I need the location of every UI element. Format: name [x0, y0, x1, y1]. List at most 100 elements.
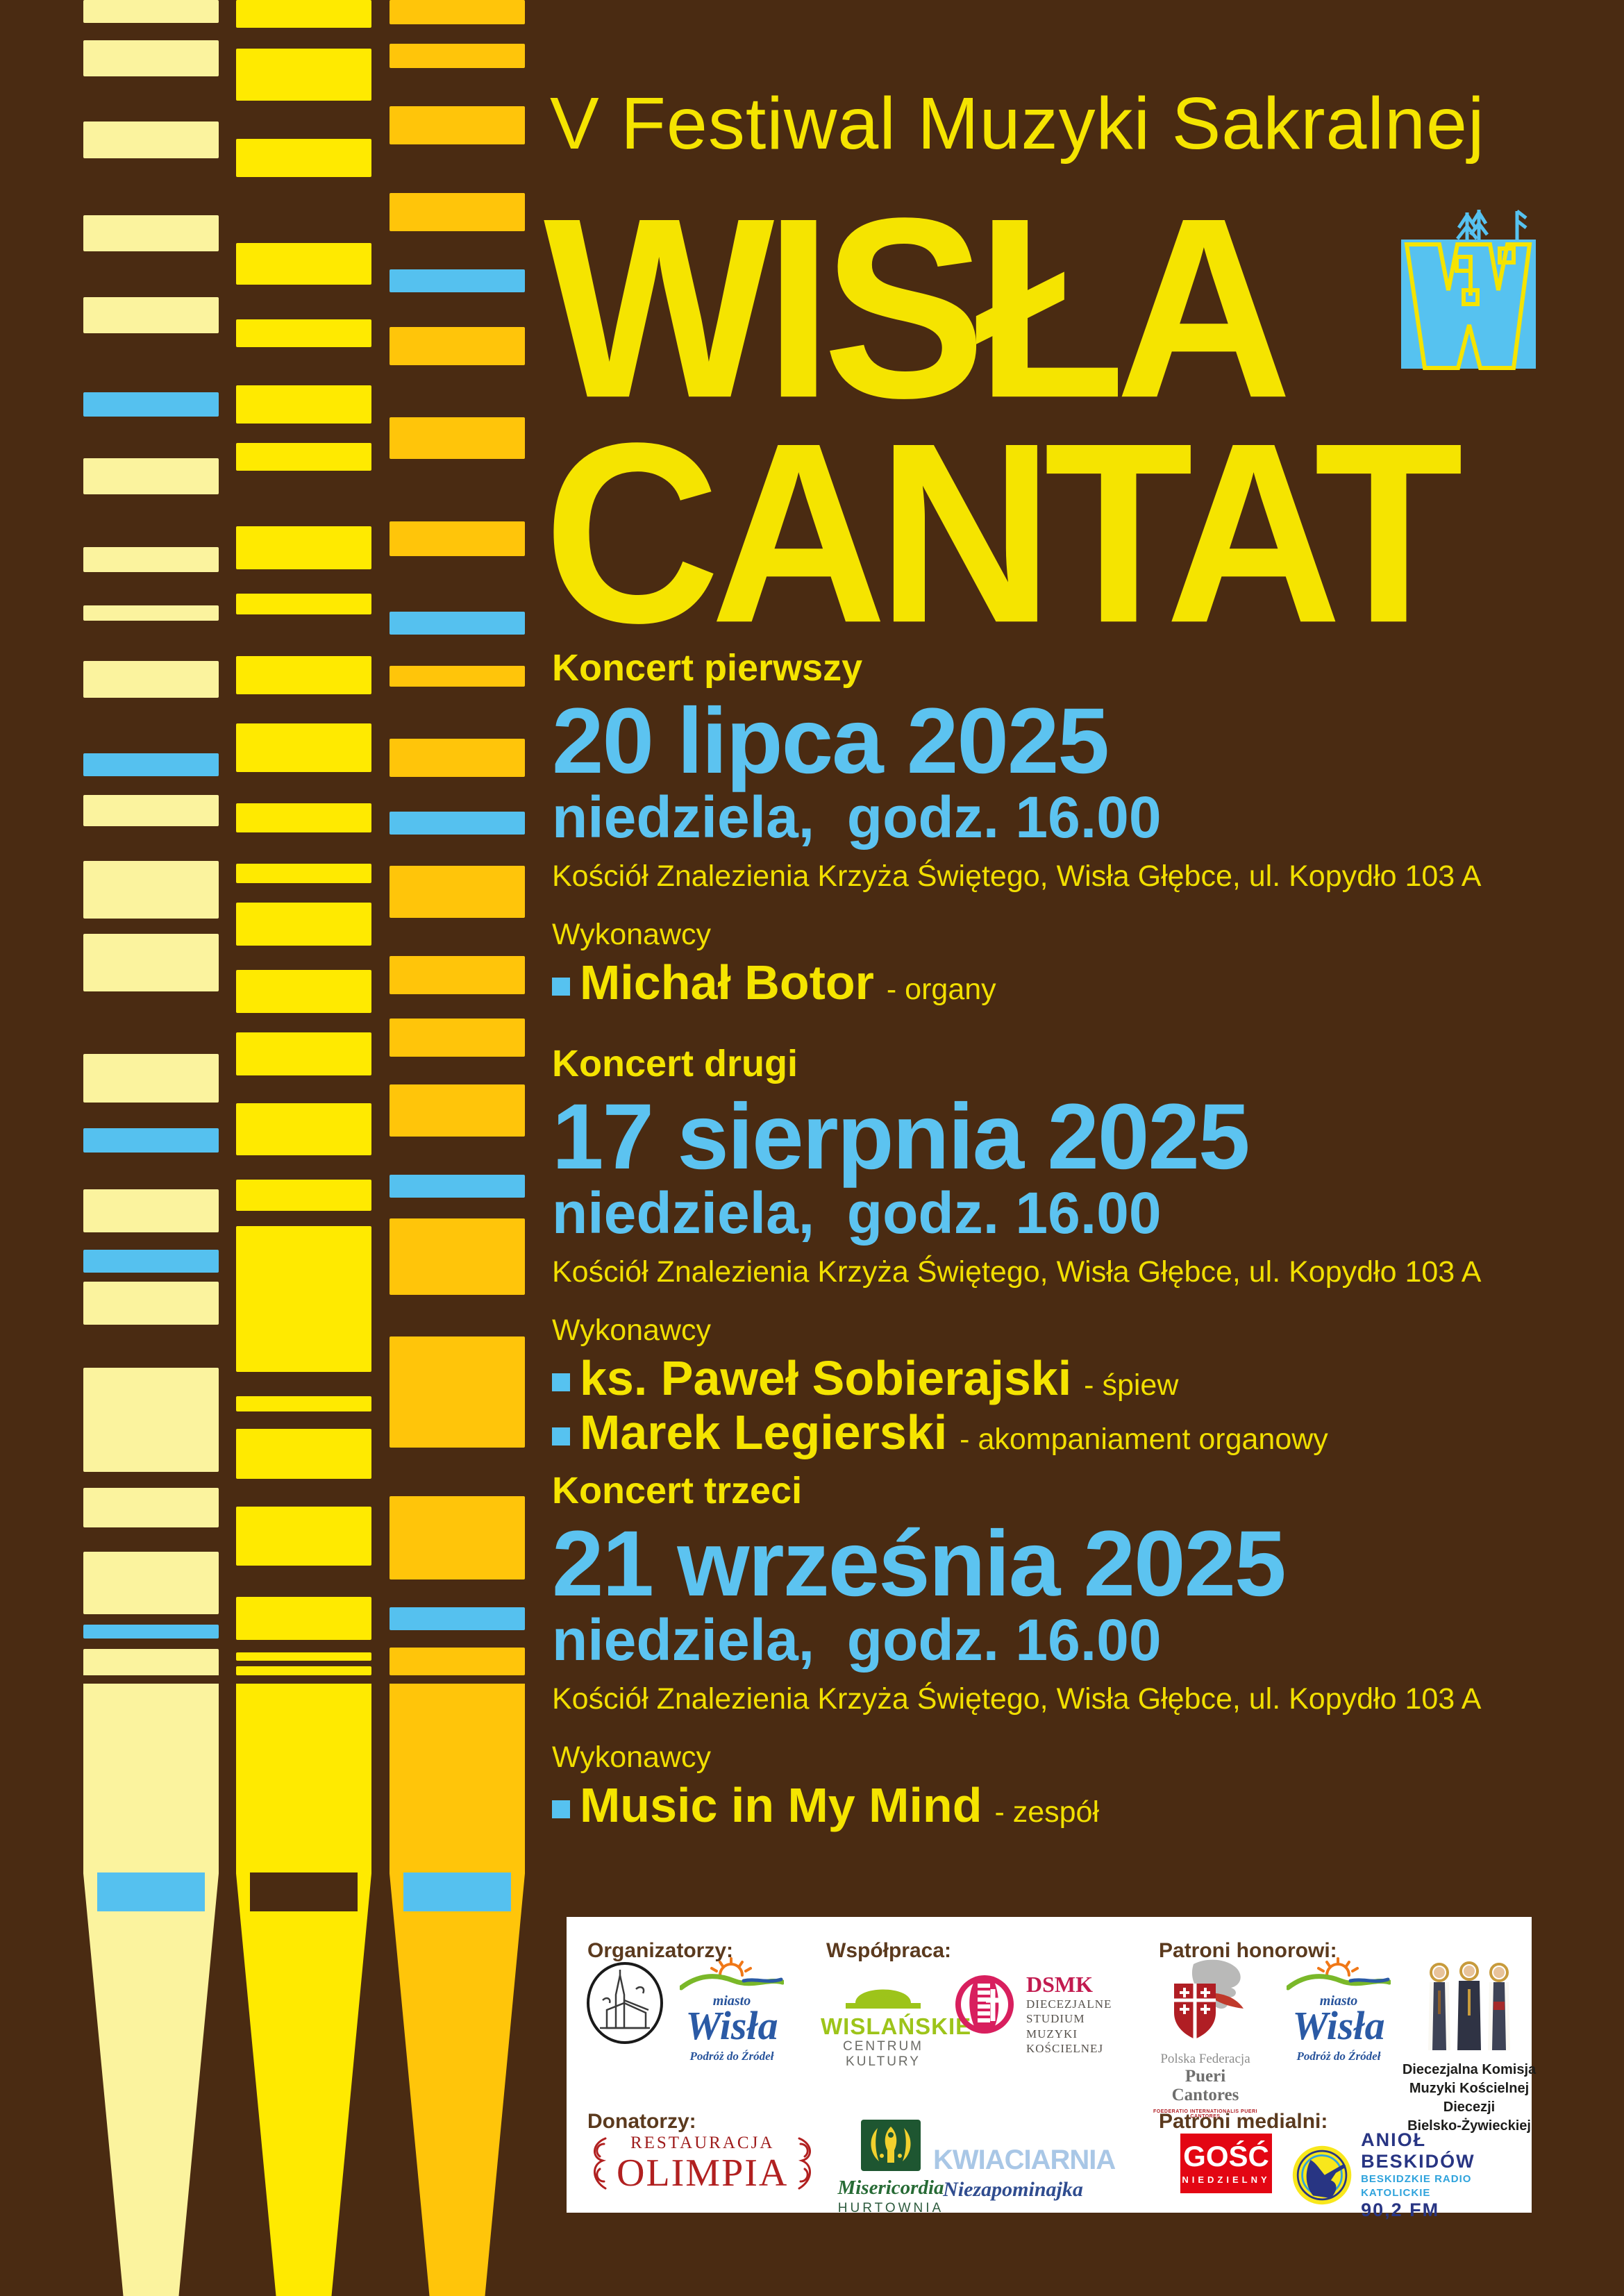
organ-pipe-bar-pattern	[0, 0, 555, 1675]
performer-row: Michał Botor - organy	[552, 957, 1580, 1012]
performer-role: - akompaniament organowy	[960, 1422, 1328, 1456]
wisla-church-logo	[587, 1962, 663, 2044]
performers-label: Wykonawcy	[552, 1741, 712, 1775]
square-bullet-icon	[552, 977, 570, 996]
concert-2-time: niedziela, godz. 16.00	[552, 1180, 1162, 1246]
organ-bar	[236, 803, 371, 832]
organ-bar	[83, 40, 219, 76]
organ-bar	[236, 49, 371, 101]
olimpia-line1: RESTAURACJA	[630, 2134, 775, 2152]
gosc-niedzielny-logo: GOŚĆ NIEDZIELNY	[1180, 2134, 1272, 2193]
performer-name: Michał Botor	[580, 955, 874, 1009]
organ-bar	[236, 443, 371, 471]
organ-bar	[236, 1226, 371, 1372]
misericordia-logo: Misericordia HURTOWNIA	[825, 2120, 957, 2216]
misericordia-name: Misericordia	[837, 2177, 944, 2199]
olimpia-logo: RESTAURACJA OLIMPIA	[585, 2134, 820, 2193]
organ-bar	[83, 1552, 219, 1614]
organ-bar	[83, 661, 219, 698]
dsmk-line1: DIECEZJALNE	[1026, 1997, 1112, 2011]
pueri-line1: Polska Federacja	[1160, 2052, 1250, 2066]
organ-bar	[236, 903, 371, 946]
organ-bar	[236, 594, 371, 614]
wisla-sun-hills-icon	[678, 1957, 785, 1991]
gosc-title: GOŚĆ	[1183, 2140, 1269, 2172]
organ-bar	[390, 0, 525, 24]
organ-bar	[390, 327, 525, 365]
organ-bar	[390, 193, 525, 231]
wck-name: WISLAŃSKIE	[821, 2013, 972, 2039]
kwiaciarnia-logo: KWIACIARNIA Niezapominajka	[933, 2146, 1116, 2202]
organ-bar	[236, 970, 371, 1013]
organ-bar	[390, 739, 525, 777]
organ-bar	[236, 526, 371, 569]
organ-bar	[390, 1496, 525, 1579]
concert-1-venue: Kościół Znalezienia Krzyża Świętego, Wis…	[552, 860, 1482, 894]
organ-bar	[83, 861, 219, 919]
title-wisla: WISŁA	[544, 164, 1292, 452]
aniol-line3: 90,2 FM	[1361, 2199, 1440, 2221]
organ-bar	[83, 795, 219, 826]
organ-bar	[236, 1597, 371, 1640]
organ-bar	[236, 1103, 371, 1155]
performer-name: Music in My Mind	[580, 1777, 982, 1832]
organ-bar	[236, 1666, 371, 1675]
miasto-wisla-logo: miasto Wisła Podróż do Źródeł	[669, 1957, 794, 2063]
concert-block-1: Koncert pierwszy 20 lipca 2025 niedziela…	[552, 647, 1580, 1012]
wisla-tagline-text: Podróż do Źródeł	[689, 2050, 774, 2063]
aniol-line1: ANIOŁ BESKIDÓW	[1361, 2129, 1475, 2172]
concert-3-venue: Kościół Znalezienia Krzyża Świętego, Wis…	[552, 1682, 1482, 1716]
organ-pipe-body	[390, 1684, 525, 2296]
organ-bar	[83, 1189, 219, 1232]
organ-bar	[83, 1282, 219, 1325]
misericordia-emblem-icon	[861, 2120, 921, 2171]
performer-name: ks. Paweł Sobierajski	[580, 1350, 1072, 1405]
organ-bar	[83, 1649, 219, 1675]
misericordia-subtitle: HURTOWNIA	[837, 2200, 944, 2215]
pueri-line3: FOEDERATIO INTERNATIONALIS PUERI CANTORE…	[1153, 2109, 1257, 2119]
organ-bar	[390, 106, 525, 144]
organ-bar	[236, 1180, 371, 1211]
aniol-beskidow-icon	[1292, 2145, 1352, 2205]
wisla-tagline-text: Podróż do Źródeł	[1296, 2050, 1381, 2063]
organ-bar	[236, 0, 371, 28]
wisla-name-text: Wisła	[1292, 2003, 1385, 2048]
organ-bar	[390, 612, 525, 635]
organ-bar	[83, 753, 219, 776]
organ-bar	[390, 1607, 525, 1630]
organ-bar	[390, 866, 525, 918]
organ-bar	[236, 139, 371, 177]
organ-bar	[83, 605, 219, 621]
concert-1-label: Koncert pierwszy	[552, 647, 863, 689]
organ-bar	[390, 1084, 525, 1137]
donors-label: Donatorzy:	[587, 2110, 696, 2133]
performer-row: ks. Paweł Sobierajski - śpiew	[552, 1350, 1580, 1407]
organ-pipe-mouth	[403, 1872, 511, 1911]
wisla-miasto-text: miasto	[712, 1993, 751, 2009]
concert-3-label: Koncert trzeci	[552, 1470, 803, 1511]
pueri-shield-dove-icon	[1174, 1959, 1244, 2039]
festival-subtitle: V Festiwal Muzyki Sakralnej	[550, 83, 1485, 165]
performer-role: - organy	[886, 972, 996, 1006]
concert-2-venue: Kościół Znalezienia Krzyża Świętego, Wis…	[552, 1255, 1482, 1289]
organ-bar	[83, 1054, 219, 1103]
komisja-line1: Diecezjalna Komisja	[1402, 2062, 1537, 2077]
aniol-line2: BESKIDZKIE RADIO KATOLICKIE	[1361, 2173, 1472, 2199]
organ-bar	[390, 1648, 525, 1675]
square-bullet-icon	[552, 1373, 570, 1391]
square-bullet-icon	[552, 1800, 570, 1818]
performers-label: Wykonawcy	[552, 1314, 712, 1348]
organ-bar	[236, 1032, 371, 1075]
wisla-sun-hills-icon	[1285, 1957, 1392, 1991]
gosc-subtitle: NIEDZIELNY	[1182, 2175, 1271, 2185]
title-cantat: CANTAT	[544, 389, 1464, 677]
dsmk-abbr: DSMK	[1026, 1972, 1093, 1997]
performer-role: - śpiew	[1084, 1368, 1179, 1402]
organ-bar	[83, 934, 219, 991]
aniol-beskidow-logo: ANIOŁ BESKIDÓW BESKIDZKIE RADIO KATOLICK…	[1291, 2129, 1532, 2221]
concert-3-time: niedziela, godz. 16.00	[552, 1607, 1162, 1673]
organ-bar	[390, 269, 525, 292]
organ-bar	[390, 1336, 525, 1448]
organ-bar	[236, 385, 371, 424]
pueri-line2: Pueri Cantores	[1171, 2066, 1239, 2105]
